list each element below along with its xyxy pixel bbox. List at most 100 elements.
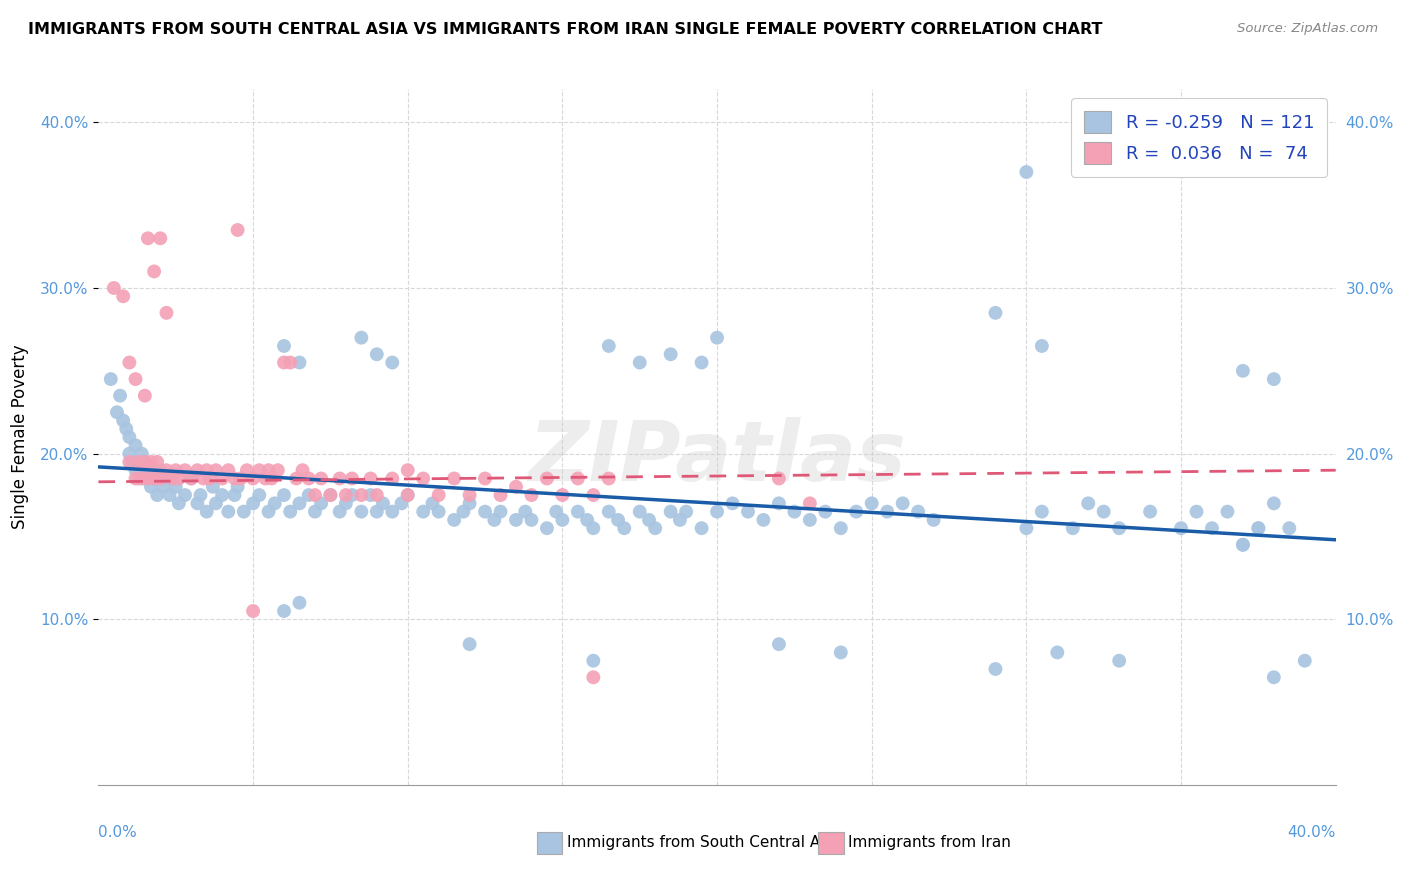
Point <box>100 372 122 386</box>
Point <box>845 505 868 519</box>
Point <box>366 347 388 361</box>
Point <box>319 488 342 502</box>
Point <box>381 505 404 519</box>
Point <box>366 505 388 519</box>
Point <box>329 471 352 485</box>
Point <box>143 264 166 278</box>
Point <box>285 471 308 485</box>
Point <box>278 355 301 369</box>
Point <box>162 471 184 485</box>
Point <box>340 488 363 502</box>
Point <box>396 463 419 477</box>
Point <box>232 505 254 519</box>
Point <box>690 355 713 369</box>
Point <box>263 496 285 510</box>
Point <box>360 471 382 485</box>
Point <box>149 471 172 485</box>
Point <box>567 505 589 519</box>
Point <box>273 488 295 502</box>
Point <box>139 455 162 469</box>
Point <box>159 488 181 502</box>
Point <box>165 463 187 477</box>
Point <box>149 463 172 477</box>
Point <box>1247 521 1270 535</box>
Point <box>1031 505 1053 519</box>
Point <box>124 471 146 485</box>
Point <box>143 471 166 485</box>
Point <box>474 471 496 485</box>
Point <box>195 463 218 477</box>
Point <box>427 488 450 502</box>
Point <box>131 471 153 485</box>
Point <box>613 521 636 535</box>
Point <box>174 488 197 502</box>
Text: Source: ZipAtlas.com: Source: ZipAtlas.com <box>1237 22 1378 36</box>
Point <box>1108 521 1130 535</box>
Point <box>984 662 1007 676</box>
Point <box>721 496 744 510</box>
Point <box>628 505 651 519</box>
Point <box>1263 372 1285 386</box>
Point <box>1077 496 1099 510</box>
Point <box>412 471 434 485</box>
Point <box>427 505 450 519</box>
Point <box>167 471 190 485</box>
Point <box>1139 505 1161 519</box>
Point <box>1185 505 1208 519</box>
Point <box>1247 521 1270 535</box>
Point <box>288 355 311 369</box>
Point <box>582 654 605 668</box>
Point <box>391 496 413 510</box>
Point <box>195 505 218 519</box>
Point <box>659 347 682 361</box>
Point <box>1278 521 1301 535</box>
Point <box>180 471 202 485</box>
Point <box>136 231 159 245</box>
Point <box>134 455 156 469</box>
Point <box>304 505 326 519</box>
Point <box>768 471 790 485</box>
Point <box>659 505 682 519</box>
Point <box>217 505 239 519</box>
Point <box>190 488 212 502</box>
Point <box>1046 645 1069 659</box>
Point <box>174 463 197 477</box>
Point <box>984 306 1007 320</box>
Point <box>381 471 404 485</box>
Point <box>675 505 697 519</box>
Point <box>443 513 465 527</box>
Point <box>1232 538 1254 552</box>
Point <box>205 463 228 477</box>
Point <box>112 413 135 427</box>
Point <box>1232 364 1254 378</box>
Text: IMMIGRANTS FROM SOUTH CENTRAL ASIA VS IMMIGRANTS FROM IRAN SINGLE FEMALE POVERTY: IMMIGRANTS FROM SOUTH CENTRAL ASIA VS IM… <box>28 22 1102 37</box>
Point <box>118 447 141 461</box>
Point <box>149 231 172 245</box>
Legend: R = -0.259   N = 121, R =  0.036   N =  74: R = -0.259 N = 121, R = 0.036 N = 74 <box>1071 98 1327 177</box>
Point <box>1232 538 1254 552</box>
Point <box>546 505 568 519</box>
Point <box>224 488 246 502</box>
Point <box>201 480 224 494</box>
Point <box>505 480 527 494</box>
Point <box>242 471 264 485</box>
Point <box>582 488 605 502</box>
Point <box>381 355 404 369</box>
Point <box>814 505 837 519</box>
Point <box>505 513 527 527</box>
Point <box>1092 505 1115 519</box>
Point <box>412 505 434 519</box>
Point <box>1062 521 1084 535</box>
Point <box>329 505 352 519</box>
Point <box>371 496 394 510</box>
Point <box>799 513 821 527</box>
Point <box>155 471 177 485</box>
Point <box>121 455 143 469</box>
Point <box>260 471 283 485</box>
Point <box>242 604 264 618</box>
Point <box>443 471 465 485</box>
Point <box>118 455 141 469</box>
Point <box>267 463 290 477</box>
Point <box>1201 521 1223 535</box>
Point <box>257 463 280 477</box>
